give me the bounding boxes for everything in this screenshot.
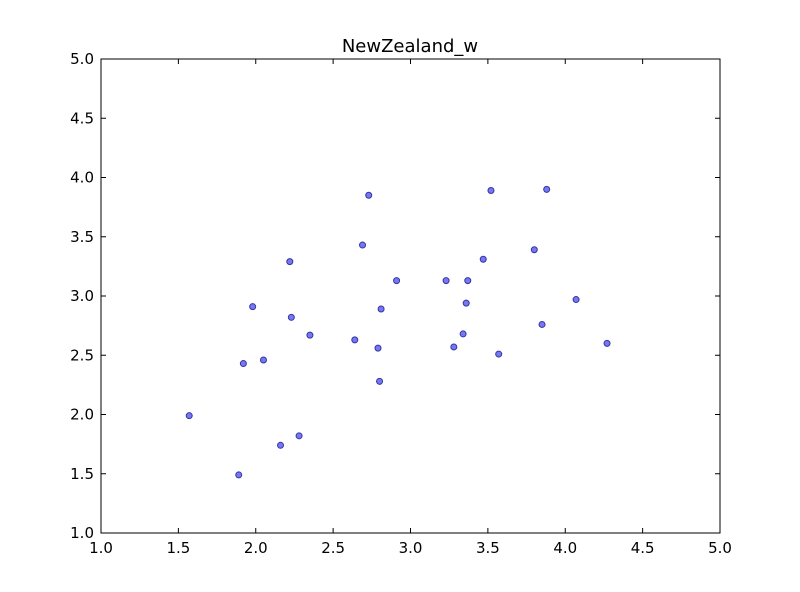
scatter-point	[543, 185, 551, 193]
scatter-point	[287, 313, 295, 321]
scatter-point	[359, 241, 367, 249]
scatter-point	[365, 191, 373, 199]
scatter-point	[235, 471, 243, 479]
scatter-point	[603, 339, 611, 347]
y-tick-label: 1.5	[70, 465, 94, 483]
scatter-point	[464, 277, 472, 285]
y-tick-label: 4.0	[70, 169, 94, 187]
scatter-point	[295, 432, 303, 440]
scatter-point	[249, 303, 257, 311]
scatter-point	[572, 296, 580, 304]
scatter-point	[479, 255, 487, 263]
x-tick-label: 3.0	[399, 539, 423, 557]
scatter-point	[286, 258, 294, 266]
x-tick-label: 1.5	[166, 539, 190, 557]
scatter-point	[442, 277, 450, 285]
scatter-point	[306, 331, 314, 339]
y-tick-label: 2.0	[70, 406, 94, 424]
x-tick-label: 4.5	[631, 539, 655, 557]
x-tick-labels: 1.0 1.5 2.0 2.5 3.0 3.5 4.0 4.5 5.0	[89, 539, 732, 557]
chart-title: NewZealand_w	[342, 36, 478, 57]
scatter-point	[377, 305, 385, 313]
plot-frame	[100, 58, 721, 534]
x-tick-label: 3.5	[476, 539, 500, 557]
x-tick-label: 2.5	[321, 539, 345, 557]
y-tick-label: 5.0	[70, 50, 94, 68]
x-tick-label: 1.0	[89, 539, 113, 557]
scatter-point	[538, 320, 546, 328]
scatter-point	[239, 360, 247, 368]
scatter-point	[376, 377, 384, 385]
scatter-point	[450, 343, 458, 351]
axis-ticks	[100, 58, 721, 534]
y-tick-label: 3.0	[70, 287, 94, 305]
scatter-point	[459, 330, 467, 338]
y-tick-label: 4.5	[70, 109, 94, 127]
y-tick-label: 2.5	[70, 346, 94, 364]
y-tick-labels: 1.0 1.5 2.0 2.5 3.0 3.5 4.0 4.5 5.0	[70, 50, 94, 542]
scatter-point	[351, 336, 359, 344]
scatter-point	[277, 441, 285, 449]
scatter-point	[393, 277, 401, 285]
data-points	[185, 185, 611, 479]
scatter-point	[462, 299, 470, 307]
y-tick-label: 3.5	[70, 228, 94, 246]
x-tick-label: 2.0	[244, 539, 268, 557]
y-tick-label: 1.0	[70, 524, 94, 542]
scatter-point	[374, 344, 382, 352]
scatter-point	[530, 246, 538, 254]
scatter-point	[487, 187, 495, 195]
scatter-point	[185, 412, 193, 420]
x-tick-label: 5.0	[708, 539, 732, 557]
scatter-point	[495, 350, 503, 358]
x-tick-label: 4.0	[553, 539, 577, 557]
scatter-point	[259, 356, 267, 364]
